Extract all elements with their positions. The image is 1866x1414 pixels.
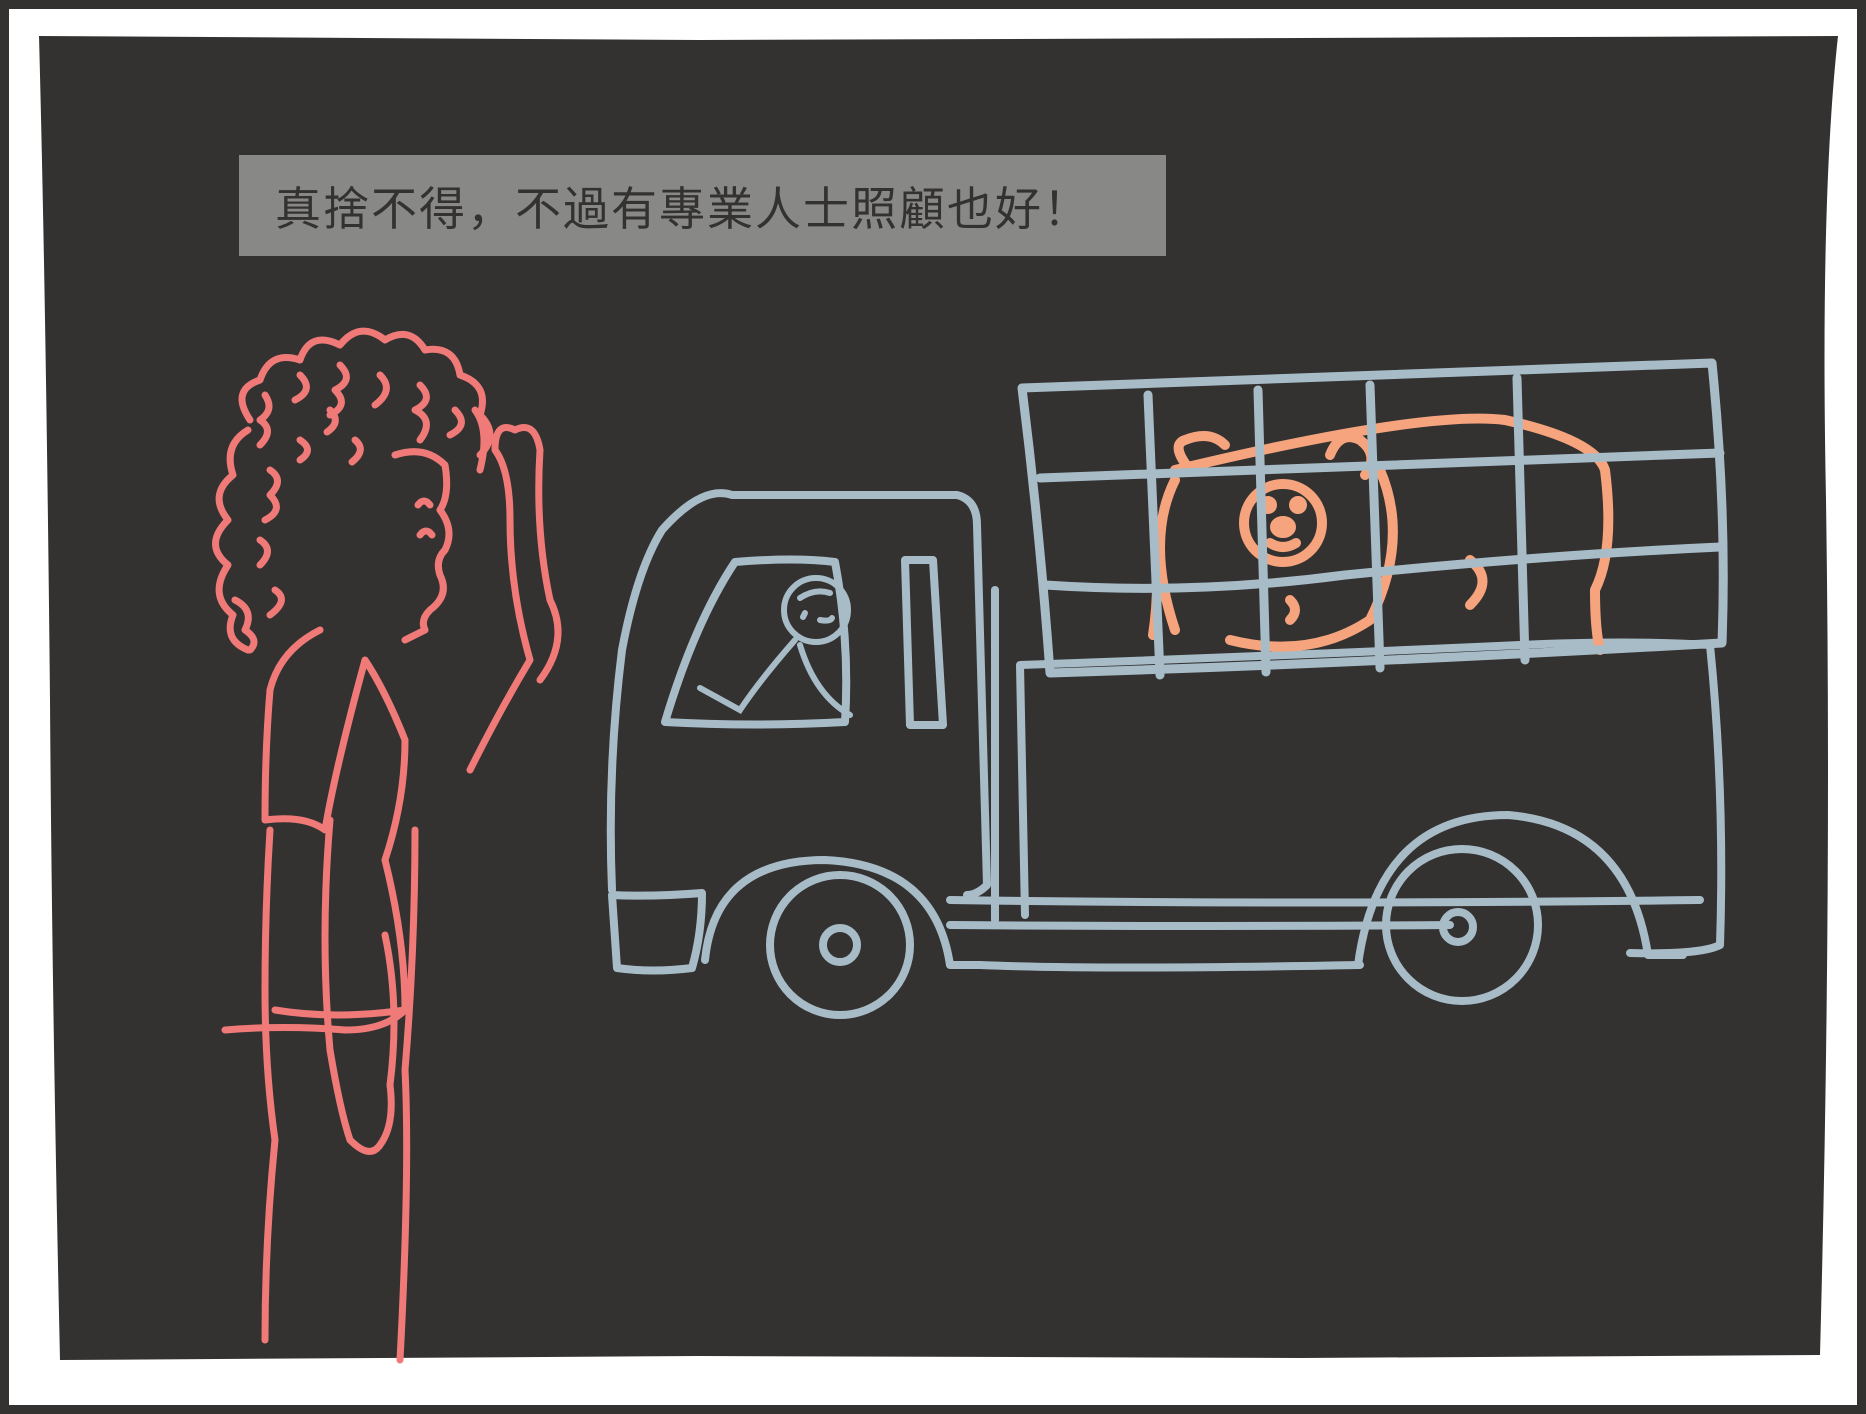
driver-head <box>781 575 851 645</box>
driver <box>697 575 853 718</box>
bear-left-ear <box>1173 431 1230 475</box>
person-left-arm <box>321 816 398 1155</box>
truck <box>606 489 1726 1019</box>
truck-windshield <box>661 555 851 729</box>
cage <box>1017 358 1728 680</box>
person-shirt <box>221 626 409 1034</box>
person-face <box>391 448 453 644</box>
caption-box: 真捨不得，不過有專業人士照顧也好！ <box>239 155 1166 256</box>
truck-cab <box>606 489 991 899</box>
caption-text: 真捨不得，不過有專業人士照顧也好！ <box>275 181 1091 236</box>
person-waving-arm <box>466 424 562 774</box>
person-waving <box>212 327 562 1364</box>
person-body <box>261 826 419 1364</box>
bear-face <box>1239 479 1327 567</box>
cage-outline <box>1017 358 1728 678</box>
truck-front-wheel <box>766 871 914 1019</box>
person-hair <box>212 327 494 654</box>
truck-rear-wheel <box>1382 845 1542 1005</box>
